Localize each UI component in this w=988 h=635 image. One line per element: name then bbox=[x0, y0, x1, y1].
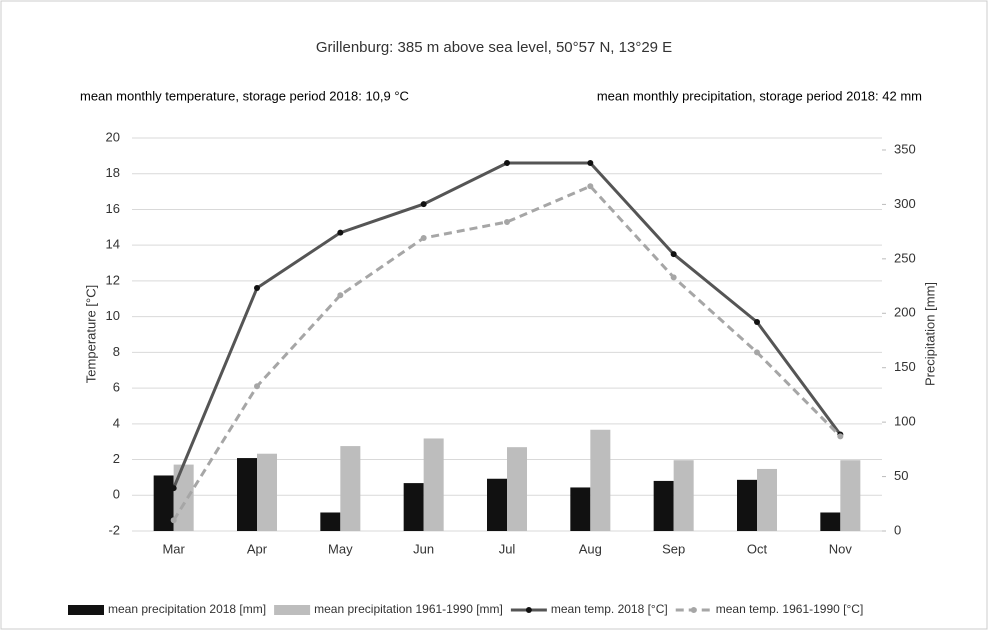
marker bbox=[337, 292, 344, 299]
bar bbox=[173, 464, 194, 531]
y-tick-label: 8 bbox=[113, 344, 120, 359]
y2-tick-label: 150 bbox=[894, 359, 916, 374]
bar bbox=[237, 458, 257, 531]
y-tick-label: 10 bbox=[106, 308, 120, 323]
x-tick-label: Aug bbox=[579, 541, 602, 556]
legend-label: mean precipitation 2018 [mm] bbox=[108, 602, 266, 616]
bar bbox=[673, 460, 694, 531]
bar bbox=[507, 447, 527, 531]
bar bbox=[590, 429, 611, 531]
legend-label: mean temp. 2018 [°C] bbox=[551, 602, 668, 616]
marker bbox=[837, 433, 844, 440]
bar bbox=[340, 446, 361, 531]
legend-swatch bbox=[690, 607, 697, 613]
x-tick-label: Jul bbox=[499, 541, 516, 556]
y-tick-label: -2 bbox=[108, 522, 120, 537]
y2-tick-label: 350 bbox=[894, 141, 916, 156]
x-tick-label: Sep bbox=[662, 541, 685, 556]
y-tick-label: 16 bbox=[106, 201, 120, 216]
y2-tick-label: 300 bbox=[894, 196, 916, 211]
chart-title: Grillenburg: 385 m above sea level, 50°5… bbox=[316, 39, 672, 56]
marker bbox=[754, 318, 760, 325]
marker bbox=[670, 251, 677, 258]
marker bbox=[670, 274, 677, 281]
y-tick-label: 2 bbox=[113, 451, 120, 466]
marker bbox=[170, 517, 177, 524]
x-tick-label: Apr bbox=[247, 541, 268, 556]
bar bbox=[423, 438, 444, 531]
bar bbox=[570, 487, 591, 531]
y-tick-label: 6 bbox=[113, 380, 120, 395]
line bbox=[172, 184, 842, 522]
x-tick-label: Jun bbox=[413, 541, 434, 556]
bar bbox=[757, 468, 777, 531]
y2-tick-label: 200 bbox=[894, 305, 916, 320]
legend-swatch bbox=[68, 605, 104, 615]
legend-swatch bbox=[525, 607, 532, 613]
y2-axis-title: Precipitation [mm] bbox=[922, 282, 937, 386]
subtitle-left: mean monthly temperature, storage period… bbox=[80, 88, 409, 103]
bar bbox=[320, 512, 341, 531]
bar bbox=[403, 483, 424, 531]
legend-label: mean temp. 1961-1990 [°C] bbox=[716, 602, 864, 616]
y2-tick-label: 100 bbox=[894, 414, 916, 429]
y-axis-title: Temperature [°C] bbox=[83, 285, 98, 383]
y-tick-label: 12 bbox=[106, 272, 120, 287]
x-tick-label: May bbox=[328, 541, 353, 556]
bar bbox=[153, 475, 174, 531]
y-tick-label: 0 bbox=[113, 487, 120, 502]
bar bbox=[820, 512, 841, 531]
x-tick-label: Mar bbox=[162, 541, 185, 556]
y2-tick-label: 250 bbox=[894, 250, 916, 265]
legend-swatch bbox=[274, 605, 311, 615]
bar bbox=[257, 453, 277, 531]
bar bbox=[653, 480, 674, 531]
y-tick-label: 20 bbox=[106, 129, 120, 144]
marker bbox=[504, 218, 510, 225]
bar bbox=[487, 478, 507, 531]
marker bbox=[587, 160, 594, 167]
legend-label: mean precipitation 1961-1990 [mm] bbox=[314, 602, 503, 616]
marker bbox=[170, 485, 177, 492]
marker bbox=[587, 183, 594, 190]
bar bbox=[737, 479, 757, 531]
marker bbox=[254, 383, 260, 390]
marker bbox=[754, 349, 760, 356]
marker bbox=[254, 285, 260, 292]
y-tick-label: 14 bbox=[106, 237, 120, 252]
y-tick-label: 4 bbox=[113, 415, 120, 430]
y2-tick-label: 0 bbox=[894, 522, 901, 537]
marker bbox=[420, 201, 427, 208]
y-tick-label: 18 bbox=[106, 165, 120, 180]
x-tick-label: Oct bbox=[747, 541, 768, 556]
marker bbox=[504, 160, 510, 167]
bar bbox=[840, 460, 861, 531]
subtitle-right: mean monthly precipitation, storage peri… bbox=[597, 88, 922, 103]
x-tick-label: Nov bbox=[829, 541, 853, 556]
y2-tick-label: 50 bbox=[894, 468, 908, 483]
marker bbox=[420, 235, 427, 242]
marker bbox=[337, 229, 344, 236]
